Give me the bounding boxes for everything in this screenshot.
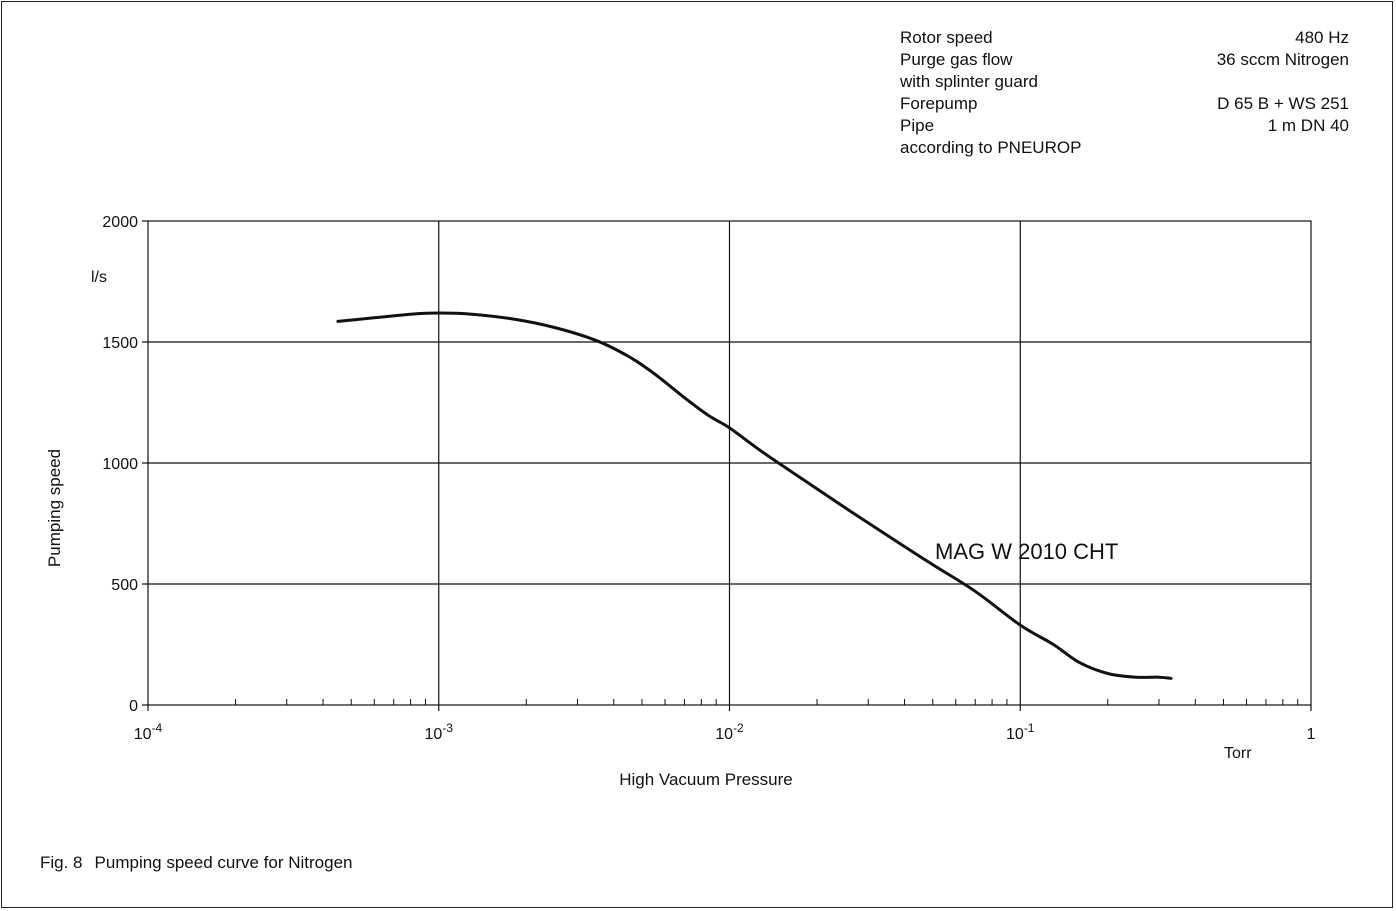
figure-number: Fig. 8 [40,853,83,872]
y-tick-labels: 0 500 1000 1500 2000 [102,214,138,715]
x-axis-label: High Vacuum Pressure [619,770,793,789]
x-tick-label: 1 [1307,726,1316,743]
figure-caption: Fig. 8 Pumping speed curve for Nitrogen [40,853,353,873]
y-tick-label: 1500 [102,335,138,352]
y-tick-label: 1000 [102,456,138,473]
pumping-speed-curve [338,313,1171,678]
x-tick-label: 10-1 [1006,721,1035,743]
y-tick-label: 500 [111,577,138,594]
y-axis-label: Pumping speed [45,449,64,567]
series-annotation: MAG W 2010 CHT [935,539,1118,564]
y-tick-label: 2000 [102,214,138,231]
y-axis-unit: l/s [91,269,107,286]
grid-lines [148,221,1311,705]
x-tick-labels: 10-4 10-3 10-2 10-1 1 [134,721,1316,743]
x-tick-label: 10-4 [134,721,163,743]
x-tick-label: 10-2 [715,721,744,743]
y-tick-label: 0 [129,698,138,715]
figure-caption-text: Pumping speed curve for Nitrogen [95,853,353,872]
x-tick-label: 10-3 [425,721,454,743]
x-minor-ticks [142,221,1311,711]
x-axis-unit: Torr [1224,745,1252,762]
